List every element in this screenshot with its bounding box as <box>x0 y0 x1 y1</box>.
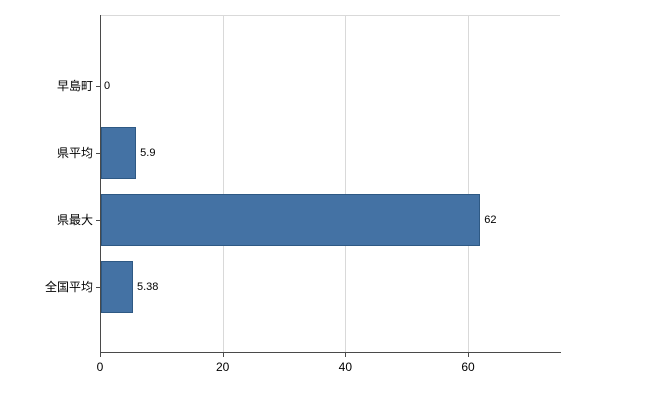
y-axis-tick <box>96 86 100 87</box>
gridline <box>468 15 469 352</box>
value-label: 0 <box>104 80 111 92</box>
y-axis-tick <box>96 287 100 288</box>
bar <box>101 194 481 246</box>
x-tick-label: 40 <box>338 360 353 374</box>
x-axis-tick <box>222 353 224 357</box>
value-label: 62 <box>484 214 497 226</box>
category-label: 早島町 <box>56 79 93 93</box>
x-tick-label: 20 <box>215 360 230 374</box>
x-tick-label: 60 <box>461 360 475 374</box>
value-label: 5.9 <box>140 147 156 159</box>
x-tick-label: 0 <box>96 360 104 374</box>
x-axis-tick <box>100 353 101 357</box>
bar <box>101 127 137 179</box>
gridline <box>345 15 347 352</box>
gridline <box>222 15 224 352</box>
x-axis-tick <box>468 353 469 357</box>
bar <box>101 261 133 313</box>
category-label: 県最大 <box>56 213 93 227</box>
category-label: 県平均 <box>56 146 93 160</box>
x-axis-tick <box>345 353 347 357</box>
category-label: 全国平均 <box>44 280 93 294</box>
y-axis-tick <box>96 153 100 154</box>
x-axis <box>100 352 561 353</box>
plot-top-border <box>100 15 560 16</box>
y-axis-tick <box>96 220 100 221</box>
y-axis <box>100 15 101 353</box>
value-label: 5.38 <box>136 281 159 293</box>
